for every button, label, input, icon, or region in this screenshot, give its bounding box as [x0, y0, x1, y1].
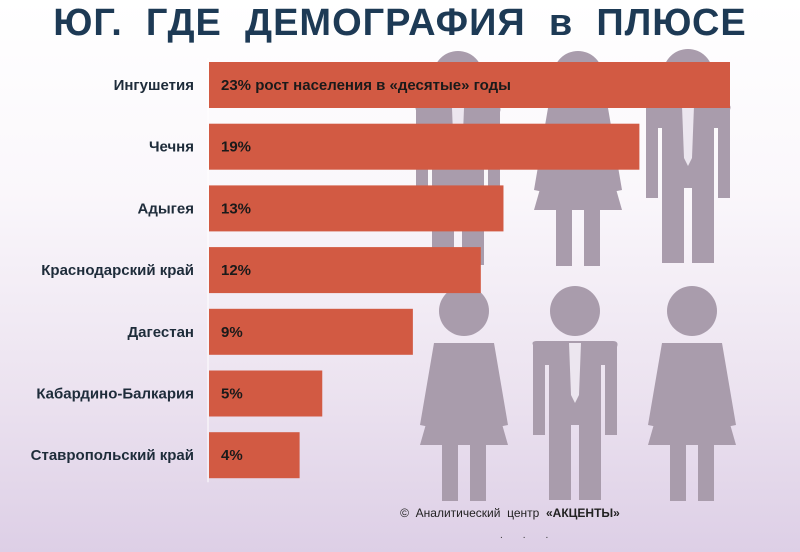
- value-label-3: 12%: [221, 262, 251, 279]
- category-label-6: Ставропольский край: [31, 447, 194, 464]
- category-label-4: Дагестан: [127, 324, 194, 341]
- credit-text: © Аналитический центр: [400, 506, 540, 520]
- bar-5: [209, 370, 323, 417]
- man-icon: [532, 286, 618, 500]
- bar-1: [209, 123, 640, 170]
- bar-3: [209, 247, 481, 294]
- category-label-5: Кабардино-Балкария: [36, 386, 194, 403]
- page-title: ЮГ. ГДЕ ДЕМОГРАФИЯ в ПЛЮСЕ: [53, 2, 747, 44]
- credit-line: © Аналитический центр «АКЦЕНТЫ»: [380, 506, 640, 520]
- credit-brand: «АКЦЕНТЫ»: [546, 506, 620, 520]
- category-label-3: Краснодарский край: [41, 262, 194, 279]
- value-label-2: 13%: [221, 200, 251, 217]
- woman-icon: [648, 286, 736, 501]
- decorative-dots: ...: [500, 530, 569, 541]
- value-label-6: 4%: [221, 447, 243, 464]
- bar-6: [209, 432, 300, 479]
- category-label-2: Адыгея: [137, 200, 194, 217]
- category-label-0: Ингушетия: [114, 77, 194, 94]
- woman-icon: [420, 286, 508, 501]
- value-label-1: 19%: [221, 139, 251, 156]
- value-label-4: 9%: [221, 324, 243, 341]
- category-label-1: Чечня: [149, 139, 194, 156]
- value-label-5: 5%: [221, 386, 243, 403]
- bar-2: [209, 185, 504, 232]
- bar-0: [209, 62, 730, 108]
- value-label-0: 23% рост населения в «десятые» годы: [221, 77, 511, 94]
- bar-4: [209, 308, 413, 355]
